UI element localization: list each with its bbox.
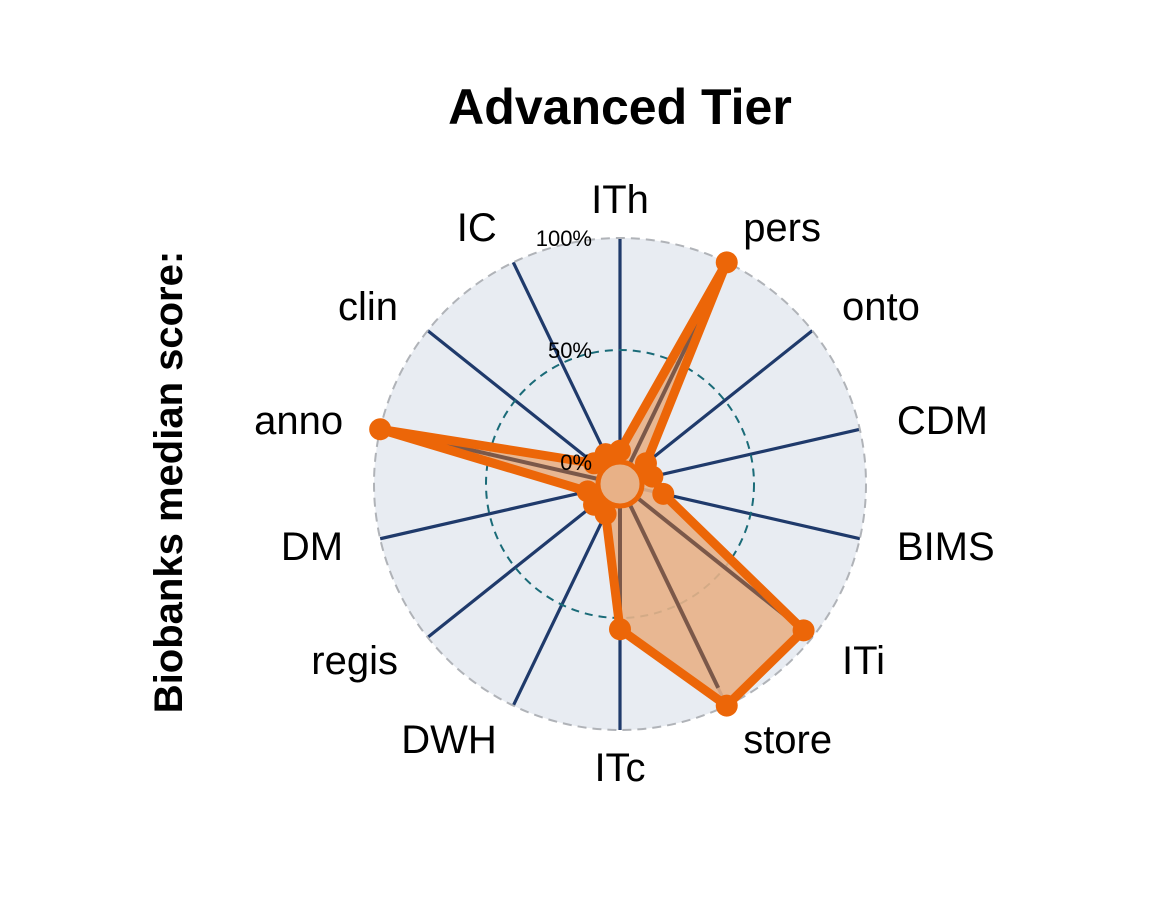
category-label-CDM: CDM bbox=[897, 399, 988, 443]
spoke-onto bbox=[636, 329, 814, 472]
data-point-pers bbox=[715, 251, 738, 274]
category-label-DM: DM bbox=[281, 525, 343, 569]
series-inner-stroke bbox=[618, 483, 720, 689]
category-label-store: store bbox=[743, 718, 832, 762]
data-point-anno bbox=[369, 418, 392, 441]
spoke-DM bbox=[379, 487, 599, 541]
category-label-anno: anno bbox=[254, 399, 343, 443]
spoke-regis bbox=[426, 496, 604, 639]
outer-grid-ring bbox=[373, 237, 867, 731]
y-axis-label: Biobanks median score: bbox=[147, 251, 191, 713]
category-label-BIMS: BIMS bbox=[897, 525, 995, 569]
category-label-regis: regis bbox=[311, 639, 398, 683]
data-point-CDM bbox=[641, 465, 664, 488]
category-label-ITi: ITi bbox=[842, 639, 885, 683]
radial-tick-label: 100% bbox=[536, 226, 592, 251]
data-point-ITc bbox=[609, 618, 631, 641]
spoke-IC bbox=[511, 261, 612, 465]
radial-tick-label: 50% bbox=[548, 338, 592, 363]
category-label-IC: IC bbox=[457, 206, 497, 250]
category-label-DWH: DWH bbox=[401, 718, 497, 762]
data-point-DM bbox=[576, 480, 599, 503]
data-point-store bbox=[715, 694, 738, 717]
data-point-ITi bbox=[792, 619, 815, 642]
category-label-clin: clin bbox=[338, 285, 398, 329]
spoke-CDM bbox=[641, 427, 861, 481]
center-hub bbox=[595, 459, 645, 509]
category-label-ITc: ITc bbox=[594, 746, 645, 790]
chart-title: Advanced Tier bbox=[448, 79, 792, 135]
series-inner-stroke bbox=[618, 482, 791, 621]
data-point-IC bbox=[594, 443, 617, 466]
data-point-BIMS bbox=[652, 482, 675, 505]
radial-tick-label: 0% bbox=[560, 450, 592, 475]
category-label-ITh: ITh bbox=[591, 178, 649, 222]
category-label-onto: onto bbox=[842, 285, 920, 329]
category-label-pers: pers bbox=[743, 206, 821, 250]
